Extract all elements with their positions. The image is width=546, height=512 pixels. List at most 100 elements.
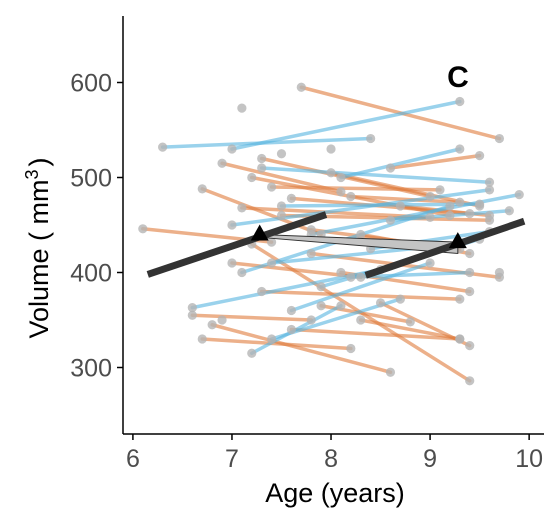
data-point-9-1: [247, 172, 257, 183]
isolated-point-3: [217, 315, 227, 325]
data-point-23-2: [465, 341, 475, 351]
isolated-point-5: [494, 267, 505, 278]
x-tick-label-9: 9: [423, 445, 437, 473]
data-point-4-1: [197, 184, 207, 194]
mean-markers: [250, 224, 467, 249]
data-point-43-1: [385, 215, 396, 225]
data-point-22-1: [356, 229, 366, 240]
data-point-40-1: [316, 282, 326, 292]
orange-subject-line-2: [190, 313, 313, 322]
panel-label: C: [447, 61, 469, 94]
data-point-21-1: [346, 191, 356, 202]
orange-subject-line-8: [240, 206, 432, 220]
data-point-38-2: [425, 258, 435, 268]
x-tick-label-10: 10: [515, 445, 543, 473]
data-point-19-1: [326, 168, 336, 178]
isolated-point-2: [326, 144, 336, 154]
blue-subject-line-32: [230, 188, 492, 227]
data-point-1-2: [266, 237, 277, 247]
data-point-20-1: [336, 267, 346, 278]
blue-subject-line-41: [339, 147, 462, 180]
data-point-11-2: [455, 294, 465, 304]
data-point-39-2: [514, 190, 524, 200]
data-points: [138, 82, 524, 386]
x-tick-label-7: 7: [225, 445, 239, 473]
data-point-35-2: [484, 177, 495, 187]
blue-subject-line-38: [289, 261, 432, 313]
data-point-32-1: [227, 220, 237, 230]
mean-marker-triangle-2: [448, 232, 467, 249]
data-point-33-2: [445, 201, 455, 211]
x-tick-label-6: 6: [126, 445, 140, 473]
data-point-45-2: [465, 267, 475, 278]
data-point-13-1: [276, 210, 287, 221]
data-point-27-1: [395, 201, 405, 211]
data-point-2-2: [306, 315, 316, 325]
subject-lines: [141, 85, 521, 383]
data-point-36-1: [266, 258, 277, 268]
data-point-25-2: [465, 376, 475, 386]
data-point-43-2: [504, 206, 514, 216]
data-point-6-1: [217, 158, 227, 168]
data-point-28-1: [316, 301, 326, 311]
data-point-34-2: [336, 301, 346, 311]
data-point-15-2: [494, 133, 505, 144]
data-point-5-2: [385, 367, 396, 377]
blue-subject-line-35: [259, 166, 492, 184]
data-point-34-1: [247, 348, 257, 358]
mean-trend-line-2: [364, 217, 526, 279]
y-axis-label-tail: ): [24, 157, 54, 166]
data-point-8-2: [425, 212, 435, 222]
data-point-23-1: [375, 298, 386, 308]
data-point-9-2: [445, 210, 455, 221]
data-point-20-2: [465, 286, 475, 297]
data-point-44-2: [395, 294, 405, 304]
data-point-21-2: [455, 197, 465, 207]
orange-subject-line-5: [210, 323, 393, 374]
data-point-15-1: [296, 82, 306, 92]
orange-subject-line-26: [388, 153, 482, 170]
data-point-32-2: [484, 185, 495, 195]
data-point-17-1: [306, 248, 316, 259]
data-point-10-2: [425, 191, 435, 202]
data-point-24-2: [455, 334, 465, 344]
data-point-24-1: [356, 315, 366, 325]
axes: [122, 16, 544, 435]
data-point-12-2: [435, 185, 445, 195]
y-tick-label-300: 300: [70, 355, 112, 383]
y-tick-label-400: 400: [70, 260, 112, 288]
data-point-3-1: [197, 334, 207, 344]
orange-subject-line-21: [349, 194, 462, 204]
orange-subject-line-3: [200, 337, 353, 351]
blue-subject-line-31: [230, 99, 462, 151]
data-point-29-2: [366, 133, 376, 144]
data-point-10-1: [257, 153, 267, 164]
isolated-point-4: [276, 149, 287, 159]
data-point-26-1: [385, 163, 396, 173]
data-point-28-2: [405, 317, 415, 327]
data-point-33-1: [237, 267, 247, 278]
data-point-7-1: [227, 258, 237, 268]
orange-subject-line-4: [200, 187, 323, 237]
data-point-37-1: [276, 201, 287, 211]
data-point-1-1: [138, 224, 148, 234]
data-point-31-1: [227, 144, 237, 154]
data-point-45-1: [346, 272, 356, 282]
orange-subject-line-11: [259, 289, 462, 301]
data-point-27-2: [484, 210, 495, 221]
data-point-12-1: [266, 182, 277, 192]
data-point-14-1: [286, 193, 296, 203]
data-point-30-1: [187, 303, 197, 313]
ticks: 6 7 8 9 10 300 400 500 600: [70, 70, 543, 474]
data-point-6-2: [336, 187, 346, 197]
y-axis-label: Volume ( mm3): [22, 157, 54, 338]
data-point-5-1: [207, 320, 217, 330]
y-tick-label-500: 500: [70, 165, 112, 193]
x-axis-label: Age (years): [265, 478, 405, 508]
mean-trend-lines: [146, 211, 526, 279]
data-point-31-2: [455, 96, 465, 107]
data-point-22-2: [465, 248, 475, 259]
y-axis-label-main: Volume ( mm: [24, 179, 54, 338]
isolated-point-1: [237, 103, 247, 113]
